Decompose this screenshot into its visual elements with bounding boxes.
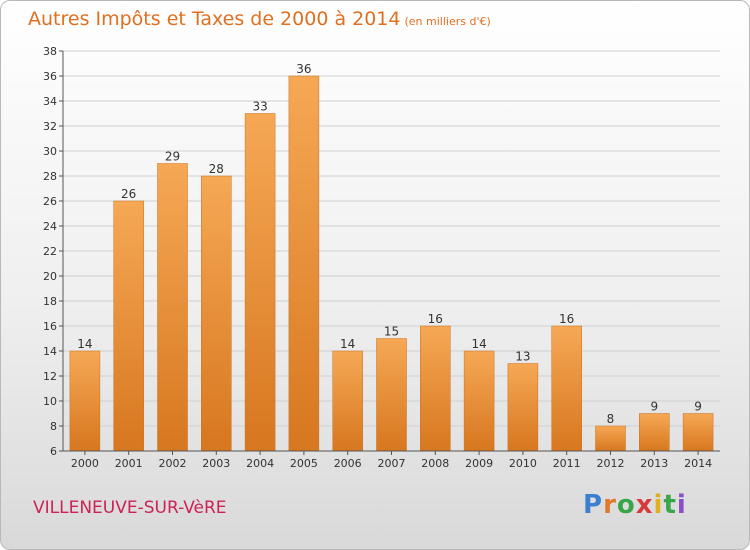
city-name: VILLENEUVE-SUR-VèRE [33,498,227,518]
y-tick-label: 32 [43,120,57,133]
x-tick-label: 2000 [71,457,99,470]
data-label: 28 [209,162,224,176]
x-tick-label: 2002 [159,457,187,470]
logo-letter: o [616,490,636,520]
bar [113,200,144,452]
bar [376,338,407,452]
y-tick-label: 24 [43,220,57,233]
x-tick-label: 2003 [202,457,230,470]
chart-title: Autres Impôts et Taxes de 2000 à 2014 (en… [28,8,491,30]
y-tick-label: 12 [43,370,57,383]
data-label: 14 [77,337,92,351]
data-label: 16 [559,312,574,326]
logo-letter: r [603,490,617,520]
x-tick-label: 2005 [290,457,318,470]
x-tick-label: 2007 [378,457,406,470]
logo-letter: i [676,490,687,520]
data-label: 14 [471,337,486,351]
data-label: 13 [515,350,530,364]
bar [463,350,495,452]
data-label: 9 [650,400,658,414]
bar [244,113,276,452]
y-tick-label: 18 [43,295,57,308]
data-label: 26 [121,187,136,201]
x-tick-label: 2006 [334,457,362,470]
bar [507,363,539,452]
x-tick-label: 2011 [553,457,581,470]
data-label: 36 [296,62,311,76]
x-tick-label: 2010 [509,457,537,470]
x-tick-label: 2009 [465,457,493,470]
bar [157,163,188,452]
x-tick-label: 2012 [597,457,625,470]
data-label: 8 [607,412,615,426]
data-label: 15 [384,325,399,339]
bar [332,350,363,452]
y-tick-label: 36 [43,70,57,83]
y-tick-label: 26 [43,195,57,208]
y-tick-label: 14 [43,345,57,358]
chart-title-text: Autres Impôts et Taxes de 2000 à 2014 [28,8,401,30]
y-tick-label: 16 [43,320,57,333]
logo-letter: i [653,490,664,520]
data-label: 29 [165,150,180,164]
y-tick-label: 38 [43,45,57,58]
bar [682,413,714,452]
bar [595,425,626,452]
axes: 6 8 10 12 14 16 18 20 22 24 26 28 30 32 34 36 38 2000 2001… [43,45,720,470]
data-label: 14 [340,337,355,351]
bar [639,413,670,452]
y-tick-label: 10 [43,395,57,408]
x-tick-label: 2008 [421,457,449,470]
logo-letter: x [635,490,654,520]
logo-letter: P [583,490,604,520]
y-tick-label: 30 [43,145,57,158]
bar [288,75,320,452]
proxiti-logo[interactable]: Proxiti [583,490,687,520]
x-tick-label: 2014 [684,457,712,470]
y-tick-label: 34 [43,95,57,108]
data-label: 16 [428,312,443,326]
bar [420,325,451,452]
bar [201,175,232,452]
y-tick-label: 6 [50,445,57,458]
y-tick-label: 20 [43,270,57,283]
data-label: 33 [252,100,267,114]
bars: 14 26 29 28 33 36 14 15 16 14 13 16 8 9 9 [69,62,714,452]
y-tick-label: 22 [43,245,57,258]
x-tick-label: 2001 [115,457,143,470]
data-label: 9 [694,400,702,414]
logo-letter: t [663,490,677,520]
x-tick-label: 2004 [246,457,274,470]
y-tick-label: 28 [43,170,57,183]
chart-unit: (en milliers d'€) [404,15,491,28]
y-tick-label: 8 [50,420,57,433]
bar [551,325,582,452]
x-tick-label: 2013 [640,457,668,470]
bar [69,350,101,452]
